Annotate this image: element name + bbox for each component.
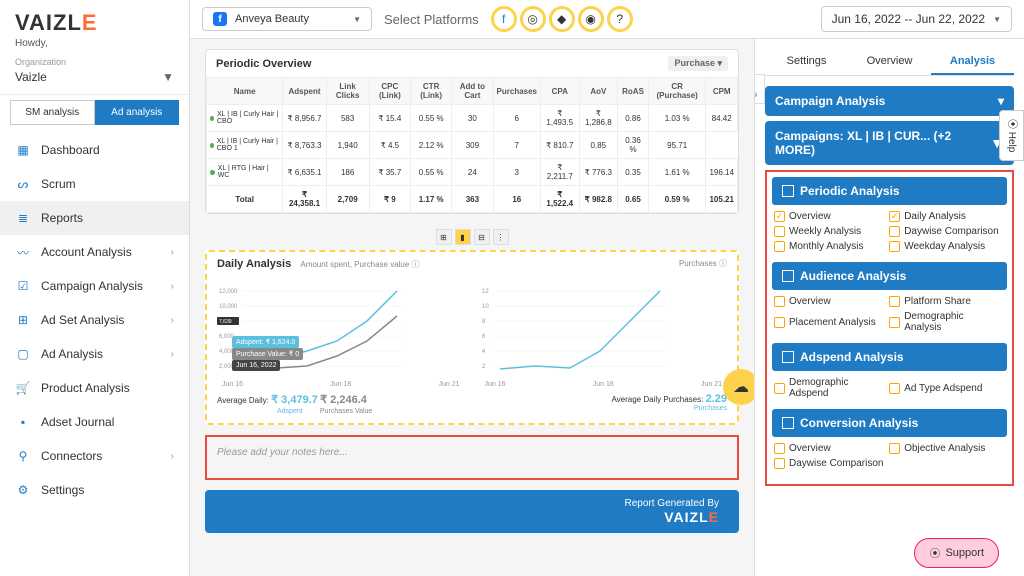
periodic-title: Periodic Overview	[216, 58, 311, 70]
nav-icon: ⊞	[15, 312, 31, 328]
org-select[interactable]: Vaizle▼	[0, 67, 189, 95]
tab-sm-analysis[interactable]: SM analysis	[10, 100, 95, 125]
nav-dashboard[interactable]: ▦Dashboard	[0, 133, 189, 167]
daily-analysis-card: Daily Analysis Amount spent, Purchase va…	[205, 250, 739, 425]
campaigns-bar[interactable]: Campaigns: XL | IB | CUR... (+2 MORE)▼	[765, 121, 1014, 165]
tab-ad-analysis[interactable]: Ad analysis	[95, 100, 180, 125]
svg-text:10: 10	[482, 304, 489, 310]
platforms-label: Select Platforms	[384, 12, 479, 27]
option-checkbox[interactable]: Placement Analysis	[774, 311, 887, 333]
cloud-download-icon[interactable]: ☁	[723, 369, 754, 405]
option-checkbox[interactable]: Overview	[774, 211, 887, 222]
nav-campaign-analysis[interactable]: ☑Campaign Analysis›	[0, 269, 189, 303]
howdy-text: Howdy,	[0, 38, 189, 57]
section-header[interactable]: Periodic Analysis	[772, 177, 1007, 205]
option-checkbox[interactable]: Overview	[774, 296, 887, 307]
toolbar-btn[interactable]: ⊟	[474, 229, 490, 245]
option-checkbox[interactable]: Weekly Analysis	[774, 226, 887, 237]
nav-reports[interactable]: ≣Reports	[0, 201, 189, 235]
help-tab[interactable]: ⦿ Help	[999, 110, 1024, 161]
option-checkbox[interactable]: Demographic Adspend	[774, 377, 887, 399]
nav-icon: ▢	[15, 346, 31, 362]
nav-icon: 🛒	[15, 380, 31, 396]
platform-messenger-icon[interactable]: ◆	[549, 6, 575, 32]
svg-text:12: 12	[482, 289, 489, 295]
rp-tab-analysis[interactable]: Analysis	[931, 49, 1014, 75]
platform-audience-icon[interactable]: ◉	[578, 6, 604, 32]
right-panel: 🔧 Settings Overview Analysis Campaign An…	[754, 39, 1024, 576]
nav-icon: ⚲	[15, 448, 31, 464]
toolbar-btn[interactable]: ▮	[455, 229, 471, 245]
logo: VAIZLE	[0, 10, 189, 38]
platform-help-icon[interactable]: ?	[607, 6, 633, 32]
svg-text:4: 4	[482, 349, 486, 355]
svg-text:6: 6	[482, 334, 486, 340]
option-checkbox[interactable]: Monthly Analysis	[774, 241, 887, 252]
periodic-table: NameAdspentLink ClicksCPC (Link)CTR (Lin…	[206, 77, 738, 213]
section-header[interactable]: Adspend Analysis	[772, 343, 1007, 371]
platform-fb-icon[interactable]: f	[491, 6, 517, 32]
option-checkbox[interactable]: Daywise Comparison	[774, 458, 887, 469]
support-button[interactable]: ⦿ Support	[914, 538, 999, 568]
option-checkbox[interactable]: Weekday Analysis	[889, 241, 1002, 252]
brand-select[interactable]: f Anveya Beauty ▼	[202, 7, 372, 31]
report-footer: Report Generated By VAIZLE	[205, 490, 739, 533]
nav-connectors[interactable]: ⚲Connectors›	[0, 439, 189, 473]
nav-ad-analysis[interactable]: ▢Ad Analysis›	[0, 337, 189, 371]
nav-icon: ⚙	[15, 482, 31, 498]
nav-icon: ☑	[15, 278, 31, 294]
nav-account-analysis[interactable]: 〰Account Analysis›	[0, 235, 189, 269]
nav-adset-journal[interactable]: ▪Adset Journal	[0, 405, 189, 439]
section-header[interactable]: Conversion Analysis	[772, 409, 1007, 437]
nav-icon: ▦	[15, 142, 31, 158]
nav-scrum[interactable]: ᔕScrum	[0, 167, 189, 201]
date-range-select[interactable]: Jun 16, 2022 -- Jun 22, 2022▼	[821, 6, 1012, 32]
platform-ig-icon[interactable]: ◎	[520, 6, 546, 32]
center-content: Periodic Overview Purchase ▾ NameAdspent…	[190, 39, 754, 576]
purchases-chart: 12 10 8 6 4 2 Jun 16Jun 18Jun 21	[480, 281, 728, 388]
option-checkbox[interactable]: Objective Analysis	[889, 443, 1002, 454]
option-checkbox[interactable]: Daywise Comparison	[889, 226, 1002, 237]
nav-ad-set-analysis[interactable]: ⊞Ad Set Analysis›	[0, 303, 189, 337]
chart-toolbar: ⊞ ▮ ⊟ ⋮	[205, 224, 739, 250]
option-checkbox[interactable]: Daily Analysis	[889, 211, 1002, 222]
option-checkbox[interactable]: Overview	[774, 443, 887, 454]
nav-icon: ≣	[15, 210, 31, 226]
svg-text:8: 8	[482, 319, 486, 325]
svg-text:12,000: 12,000	[219, 289, 238, 295]
nav-settings[interactable]: ⚙Settings	[0, 473, 189, 507]
campaign-analysis-bar[interactable]: Campaign Analysis▾	[765, 86, 1014, 116]
option-checkbox[interactable]: Demographic Analysis	[889, 311, 1002, 333]
topbar: f Anveya Beauty ▼ Select Platforms f ◎ ◆…	[190, 0, 1024, 39]
toolbar-btn[interactable]: ⋮	[493, 229, 509, 245]
option-checkbox[interactable]: Ad Type Adspend	[889, 377, 1002, 399]
facebook-icon: f	[213, 12, 227, 26]
nav-product-analysis[interactable]: 🛒Product Analysis	[0, 371, 189, 405]
periodic-overview-card: Periodic Overview Purchase ▾ NameAdspent…	[205, 49, 739, 214]
adspent-chart: Adspent: ₹ 1,624.0 Purchase Value: ₹ 0 J…	[217, 281, 465, 388]
nav-icon: ᔕ	[15, 176, 31, 192]
org-label: Organization	[0, 57, 189, 67]
purchase-dropdown[interactable]: Purchase ▾	[668, 56, 728, 71]
rp-tab-settings[interactable]: Settings	[765, 49, 848, 75]
notes-input[interactable]: Please add your notes here...	[205, 435, 739, 480]
nav-icon: 〰	[15, 244, 31, 260]
toolbar-btn[interactable]: ⊞	[436, 229, 452, 245]
option-checkbox[interactable]: Platform Share	[889, 296, 1002, 307]
svg-text:7,639: 7,639	[219, 319, 232, 325]
svg-text:2: 2	[482, 364, 486, 370]
wrench-icon[interactable]: 🔧	[754, 74, 765, 104]
sidebar: VAIZLE Howdy, Organization Vaizle▼ SM an…	[0, 0, 190, 576]
section-header[interactable]: Audience Analysis	[772, 262, 1007, 290]
svg-text:10,000: 10,000	[219, 304, 238, 310]
rp-tab-overview[interactable]: Overview	[848, 49, 931, 75]
nav-icon: ▪	[15, 414, 31, 430]
